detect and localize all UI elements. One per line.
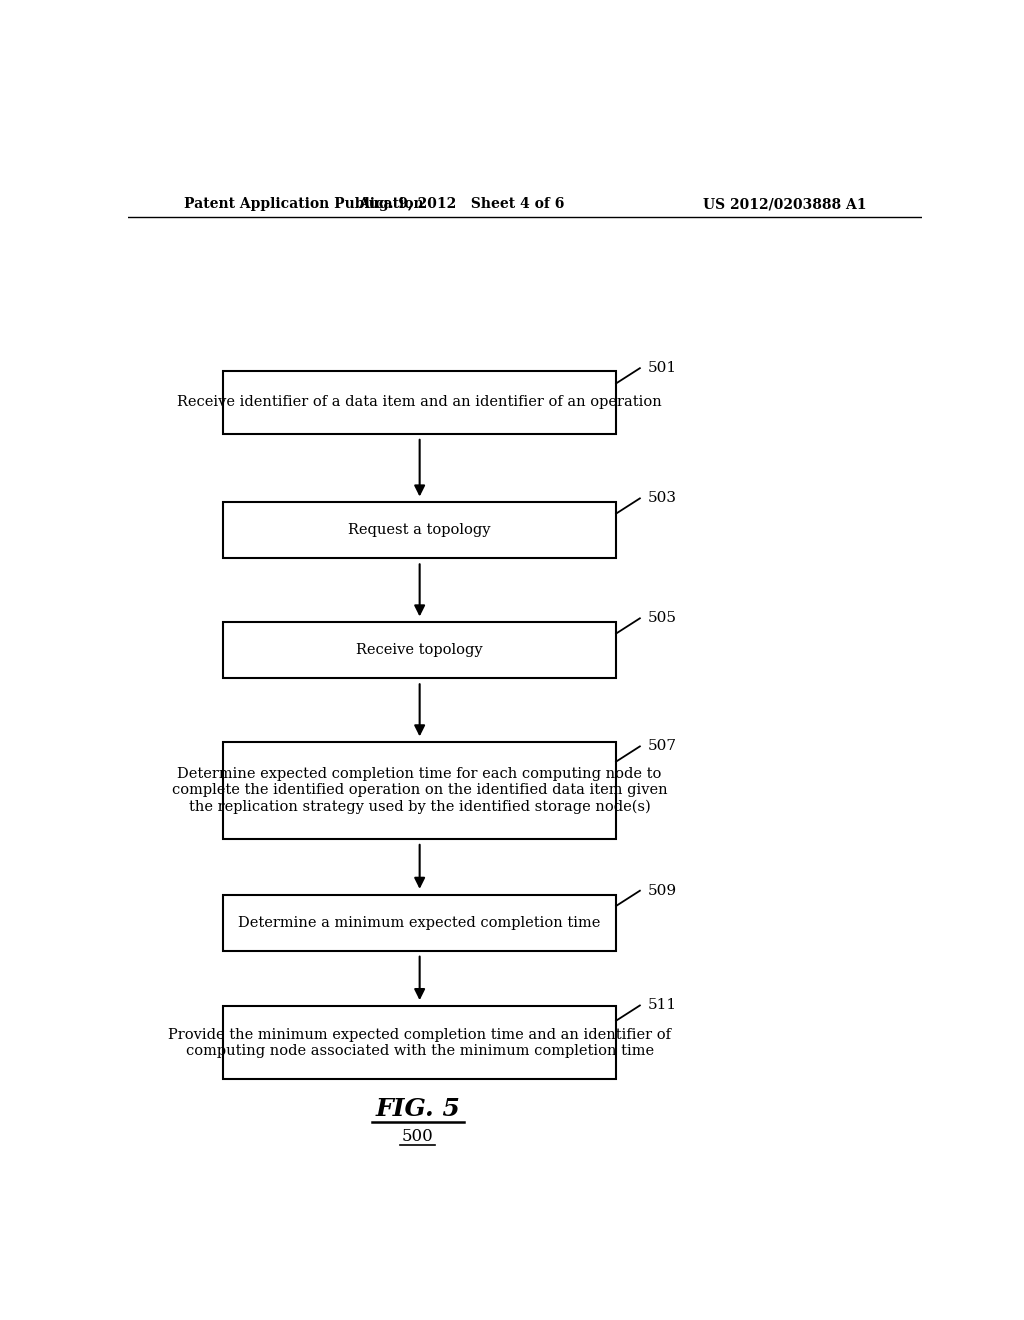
Text: 507: 507 (648, 739, 677, 754)
Text: Determine expected completion time for each computing node to
complete the ident: Determine expected completion time for e… (172, 767, 668, 814)
Bar (223, 895, 616, 950)
Text: 511: 511 (648, 998, 677, 1012)
Text: Patent Application Publication: Patent Application Publication (183, 197, 423, 211)
Text: Receive identifier of a data item and an identifier of an operation: Receive identifier of a data item and an… (177, 395, 663, 409)
Text: 501: 501 (648, 362, 677, 375)
Text: 505: 505 (648, 611, 677, 626)
Text: Aug. 9, 2012   Sheet 4 of 6: Aug. 9, 2012 Sheet 4 of 6 (358, 197, 564, 211)
Bar (223, 1006, 616, 1080)
Text: 509: 509 (648, 883, 677, 898)
Text: Request a topology: Request a topology (348, 524, 490, 537)
Bar (223, 623, 616, 678)
Text: US 2012/0203888 A1: US 2012/0203888 A1 (702, 197, 866, 211)
Bar (223, 503, 616, 558)
Text: FIG. 5: FIG. 5 (375, 1097, 460, 1121)
Bar (223, 742, 616, 840)
Text: Determine a minimum expected completion time: Determine a minimum expected completion … (239, 916, 601, 929)
Text: 503: 503 (648, 491, 677, 506)
Text: 500: 500 (401, 1127, 433, 1144)
Text: Provide the minimum expected completion time and an identifier of
computing node: Provide the minimum expected completion … (168, 1027, 671, 1057)
Text: Receive topology: Receive topology (356, 643, 483, 657)
Bar (223, 371, 616, 434)
